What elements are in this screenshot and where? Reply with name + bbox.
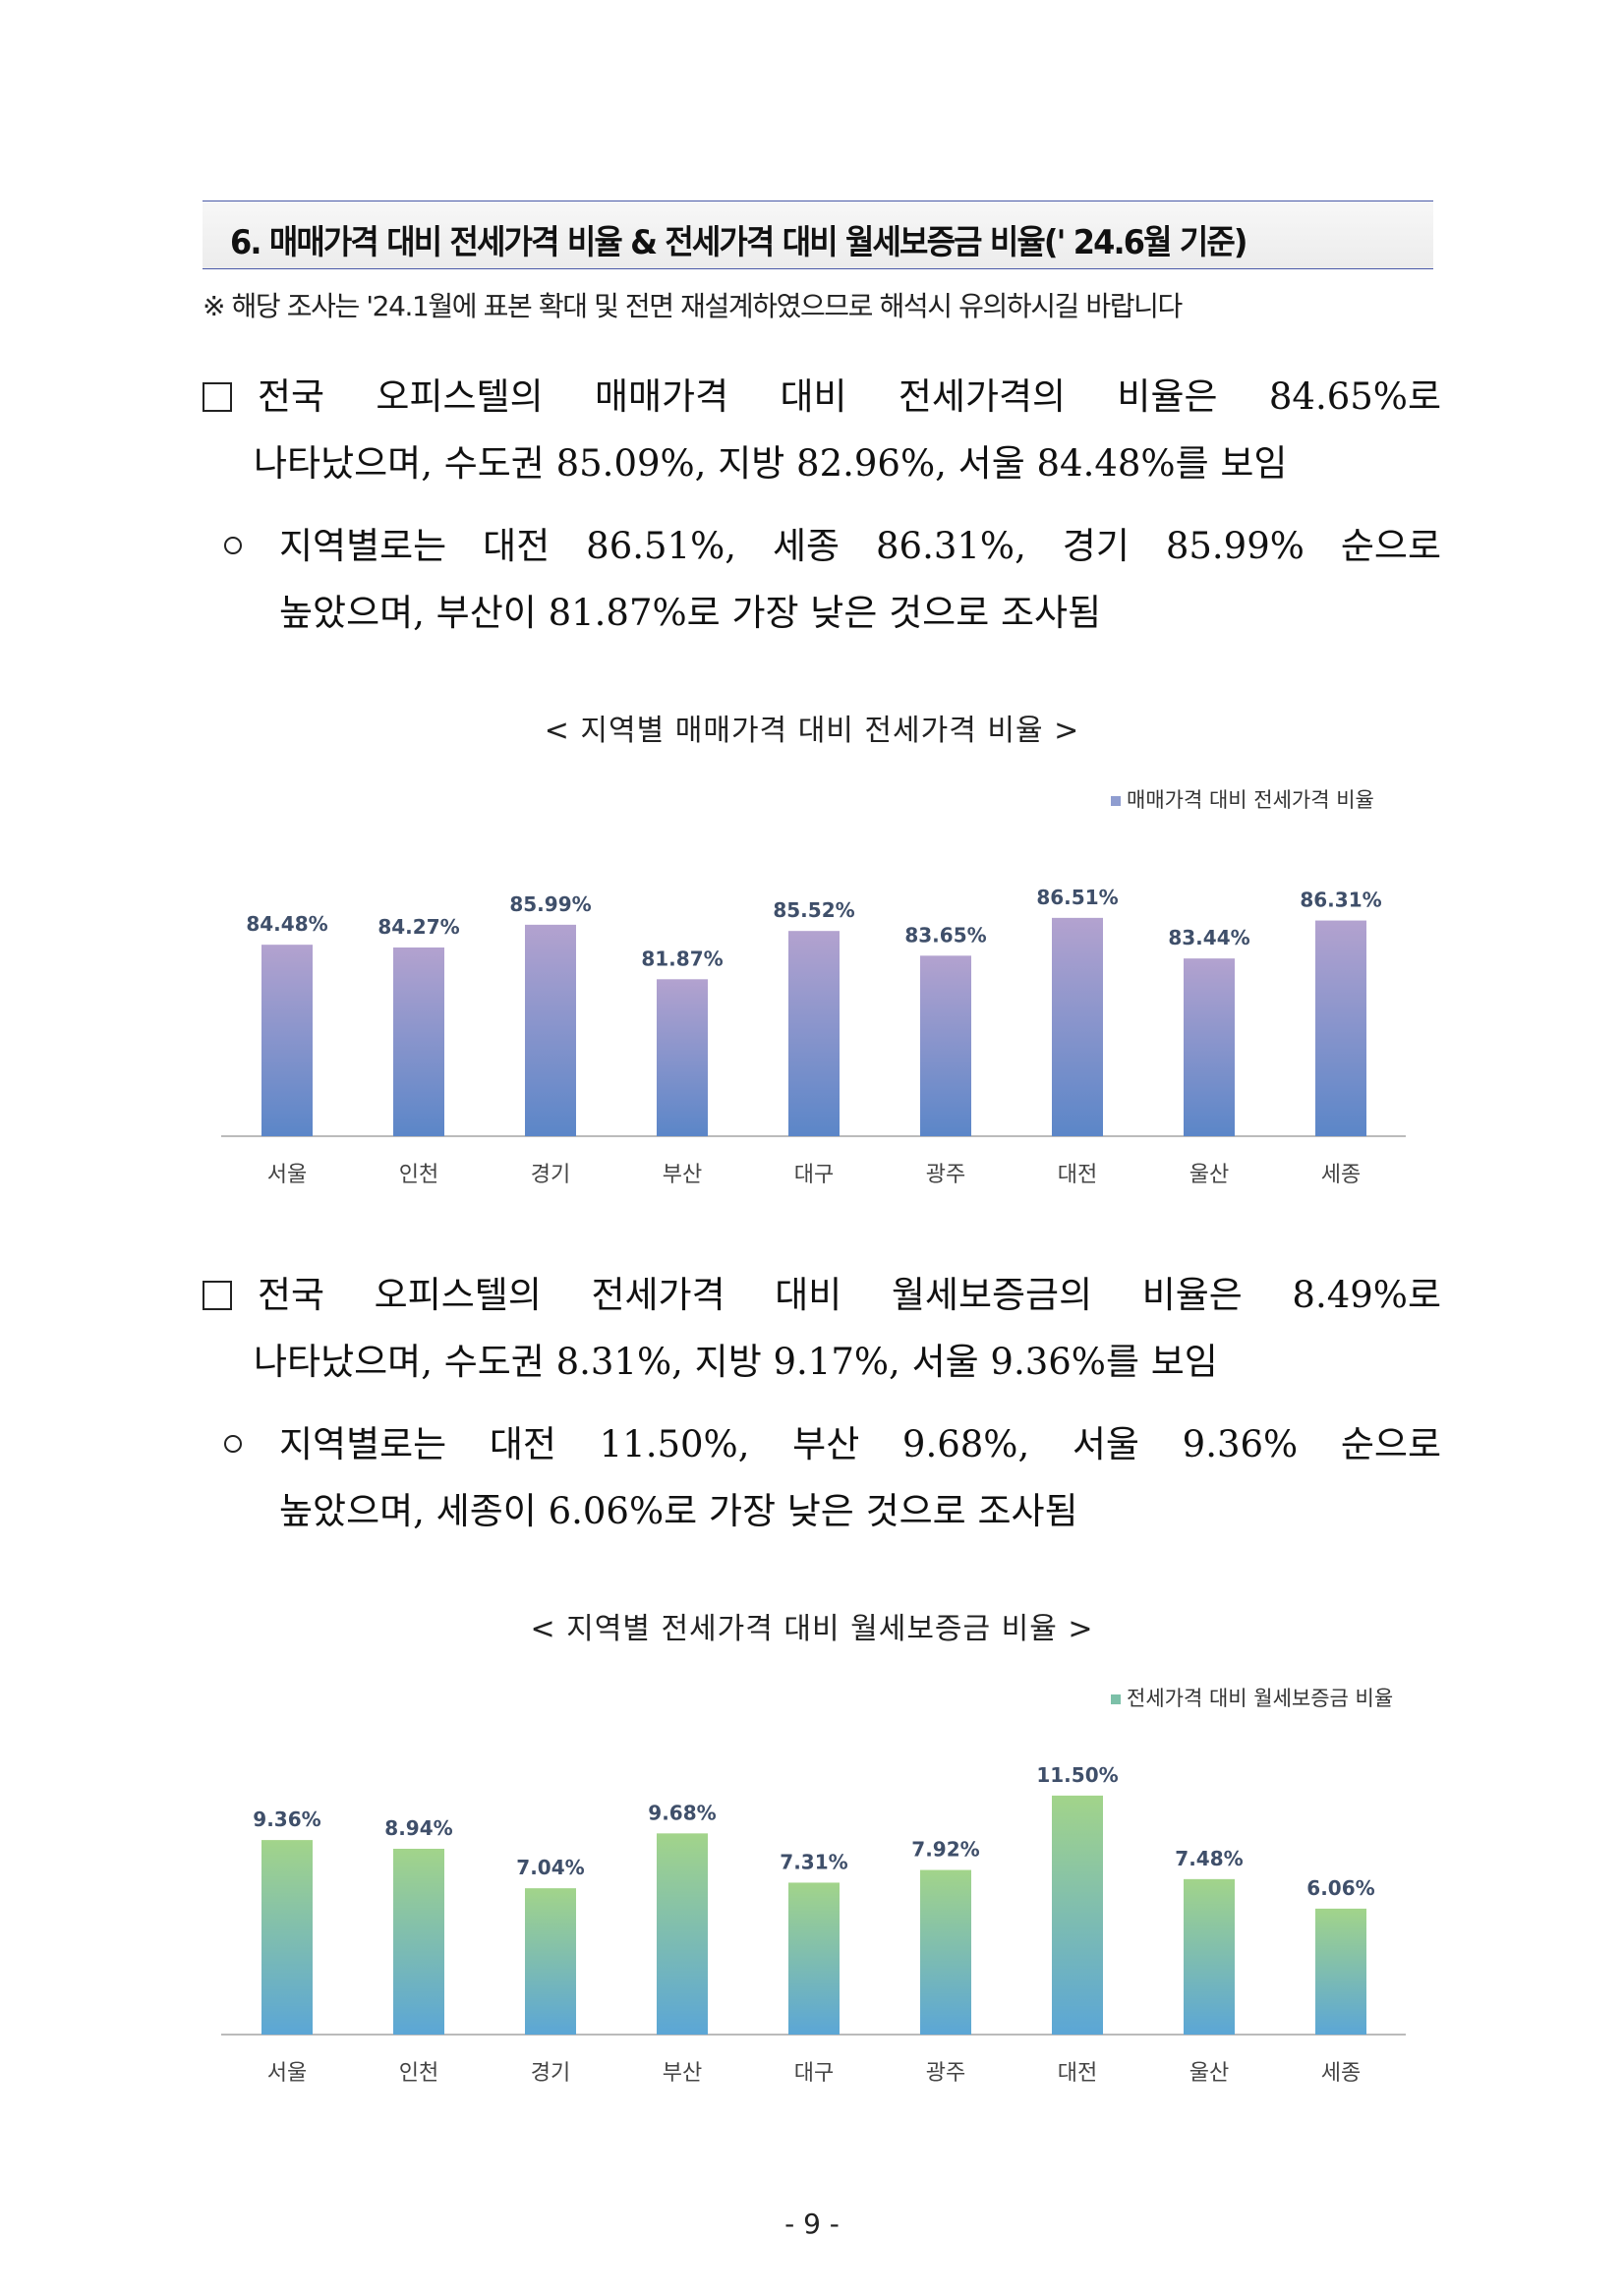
data-label: 11.50% <box>1036 1763 1118 1787</box>
bar-대구 <box>788 931 840 1136</box>
category-label: 부산 <box>663 1163 702 1187</box>
section-title: 6. 매매가격 대비 전세가격 비율 & 전세가격 대비 월세보증금 비율(' … <box>230 223 1248 262</box>
sub-paragraph-2: 지역별로는 대전 11.50%, 부산 9.68%, 서울 9.36% 순으로 … <box>224 1411 1441 1545</box>
data-label: 7.31% <box>780 1850 847 1873</box>
bar-경기 <box>525 924 576 1136</box>
block1-line2: 나타났으며, 수도권 85.09%, 지방 82.96%, 서울 84.48%를… <box>254 442 1288 485</box>
data-label: 84.48% <box>246 912 327 936</box>
data-label: 85.52% <box>773 898 854 922</box>
category-label: 서울 <box>267 1163 307 1187</box>
bar-부산 <box>657 1833 708 2035</box>
chart-legend: 매매가격 대비 전세가격 비율 <box>1111 788 1374 812</box>
category-label: 울산 <box>1189 1163 1229 1187</box>
category-label: 인천 <box>399 1163 438 1187</box>
data-label: 7.48% <box>1175 1847 1243 1870</box>
legend-swatch <box>1111 1694 1121 1704</box>
data-label: 84.27% <box>377 915 459 939</box>
data-label: 83.44% <box>1168 926 1249 949</box>
bar-울산 <box>1184 1878 1235 2035</box>
checkbox-square-icon <box>203 382 232 412</box>
data-label: 9.36% <box>253 1808 320 1831</box>
category-label: 대구 <box>794 2061 834 2086</box>
bar-광주 <box>920 1869 971 2035</box>
paragraph-block-2: 전국 오피스텔의 전세가격 대비 월세보증금의 비율은 8.49%로 나타났으며… <box>203 1262 1441 1396</box>
category-label: 부산 <box>663 2061 702 2086</box>
category-label: 서울 <box>267 2061 307 2086</box>
legend-swatch <box>1111 796 1121 806</box>
data-label: 83.65% <box>904 923 986 947</box>
bar-경기 <box>525 1888 576 2035</box>
chart-svg: 매매가격 대비 전세가격 비율 84.48% 서울 84.27% 인천 85.99% 경기 8… <box>221 788 1406 1187</box>
bar-서울 <box>261 1840 313 2035</box>
legend-label: 매매가격 대비 전세가격 비율 <box>1127 788 1374 812</box>
block2-sub1: 지역별로는 대전 11.50%, 부산 9.68%, 서울 9.36% 순으로 <box>279 1423 1441 1465</box>
data-label: 9.68% <box>648 1801 716 1824</box>
category-label: 대구 <box>794 1163 834 1187</box>
checkbox-square-icon <box>203 1281 232 1310</box>
legend-label: 전세가격 대비 월세보증금 비율 <box>1127 1687 1393 1710</box>
category-label: 울산 <box>1189 2061 1229 2086</box>
block2-line2: 나타났으며, 수도권 8.31%, 지방 9.17%, 서울 9.36%를 보임 <box>254 1341 1218 1383</box>
data-label: 86.51% <box>1036 886 1118 909</box>
block1-sub1: 지역별로는 대전 86.51%, 세종 86.31%, 경기 85.99% 순으… <box>279 525 1441 567</box>
block1-sub2: 높았으며, 부산이 81.87%로 가장 낮은 것으로 조사됨 <box>279 592 1102 634</box>
category-label: 세종 <box>1321 1163 1361 1187</box>
circle-bullet-icon <box>224 537 242 554</box>
category-label: 세종 <box>1321 2061 1361 2086</box>
chart-jeonse-to-deposit-ratio: 전세가격 대비 월세보증금 비율 9.36% 서울 8.94% 인천 7.04% 경기 9.6… <box>197 1665 1435 2097</box>
bar-세종 <box>1315 1908 1366 2035</box>
chart-sale-to-jeonse-ratio: 매매가격 대비 전세가격 비율 84.48% 서울 84.27% 인천 85.99% 경기 8… <box>197 767 1435 1199</box>
bar-광주 <box>920 955 971 1136</box>
category-label: 경기 <box>531 2061 570 2086</box>
bar-대구 <box>788 1882 840 2035</box>
bar-울산 <box>1184 958 1235 1136</box>
chart-svg: 전세가격 대비 월세보증금 비율 9.36% 서울 8.94% 인천 7.04% 경기 9.6… <box>221 1687 1406 2086</box>
bar-인천 <box>393 1848 444 2035</box>
block2-line1: 전국 오피스텔의 전세가격 대비 월세보증금의 비율은 8.49%로 <box>258 1274 1441 1316</box>
chart1-caption: < 지역별 매매가격 대비 전세가격 비율 > <box>544 714 1080 748</box>
block1-line1: 전국 오피스텔의 매매가격 대비 전세가격의 비율은 84.65%로 <box>258 375 1441 418</box>
bar-부산 <box>657 979 708 1136</box>
bar-인천 <box>393 947 444 1136</box>
paragraph-block-1: 전국 오피스텔의 매매가격 대비 전세가격의 비율은 84.65%로 나타났으며… <box>203 364 1441 497</box>
data-label: 6.06% <box>1306 1876 1374 1900</box>
sub-paragraph-1: 지역별로는 대전 86.51%, 세종 86.31%, 경기 85.99% 순으… <box>224 513 1441 647</box>
category-label: 광주 <box>926 2061 965 2086</box>
bar-대전 <box>1052 917 1103 1136</box>
data-label: 8.94% <box>384 1816 452 1840</box>
bar-세종 <box>1315 920 1366 1136</box>
survey-note: ※ 해당 조사는 '24.1월에 표본 확대 및 전면 재설계하였으므로 해석시… <box>203 290 1183 322</box>
data-label: 86.31% <box>1300 889 1381 912</box>
data-label: 81.87% <box>641 947 723 970</box>
data-label: 85.99% <box>509 892 591 916</box>
chart2-caption: < 지역별 전세가격 대비 월세보증금 비율 > <box>530 1612 1094 1646</box>
category-label: 대전 <box>1058 1163 1097 1187</box>
category-label: 경기 <box>531 1163 570 1187</box>
page-number: - 9 - <box>784 2208 840 2240</box>
category-label: 대전 <box>1058 2061 1097 2086</box>
section-header: 6. 매매가격 대비 전세가격 비율 & 전세가격 대비 월세보증금 비율(' … <box>203 201 1433 269</box>
data-label: 7.04% <box>516 1856 584 1879</box>
block2-sub2: 높았으며, 세종이 6.06%로 가장 낮은 것으로 조사됨 <box>279 1490 1078 1532</box>
circle-bullet-icon <box>224 1435 242 1453</box>
chart-legend: 전세가격 대비 월세보증금 비율 <box>1111 1687 1393 1710</box>
category-label: 인천 <box>399 2061 438 2086</box>
bar-서울 <box>261 945 313 1136</box>
bar-대전 <box>1052 1795 1103 2035</box>
data-label: 7.92% <box>911 1838 979 1862</box>
category-label: 광주 <box>926 1163 965 1187</box>
